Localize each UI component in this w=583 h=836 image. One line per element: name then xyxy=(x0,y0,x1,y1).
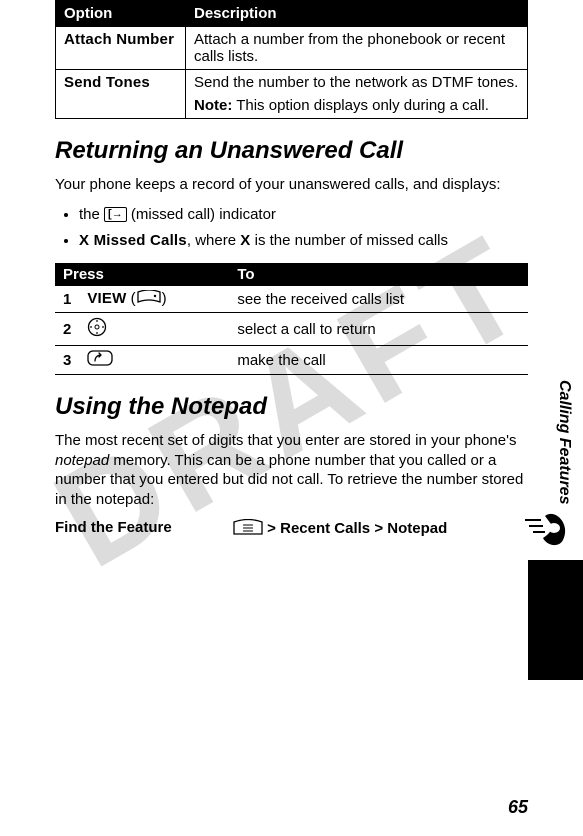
col-press: Press xyxy=(55,263,229,286)
find-feature-row: Find the Feature > Recent Calls > Notepa… xyxy=(55,519,528,539)
step-to: select a call to return xyxy=(229,313,528,346)
list-item: X Missed Calls, where X is the number of… xyxy=(79,231,528,251)
para-italic: notepad xyxy=(55,452,109,469)
step-num: 1 xyxy=(55,286,79,313)
step-press xyxy=(79,313,229,346)
path-sep: > xyxy=(263,520,280,537)
list-item: the [→ (missed call) indicator xyxy=(79,205,528,225)
section1-para: Your phone keeps a record of your unansw… xyxy=(55,175,528,195)
option-desc-text: Send the number to the network as DTMF t… xyxy=(194,74,518,91)
nav-key-icon xyxy=(87,317,107,341)
paren: ( xyxy=(126,290,135,307)
para-text: The most recent set of digits that you e… xyxy=(55,432,516,449)
table-row: Attach Number Attach a number from the p… xyxy=(56,27,528,70)
table-row: 2 select a call to return xyxy=(55,313,528,346)
section-heading-notepad: Using the Notepad xyxy=(55,393,528,421)
step-press: VIEW () xyxy=(79,286,229,313)
option-name: Send Tones xyxy=(56,70,186,119)
table-row: 3 make the call xyxy=(55,346,528,375)
path-item: Notepad xyxy=(387,520,447,537)
bullet-bold: X xyxy=(240,232,250,249)
find-feature-label: Find the Feature xyxy=(55,519,233,539)
note-label: Note: xyxy=(194,97,232,114)
steps-table: Press To 1 VIEW () see the received call… xyxy=(55,263,528,375)
table-header-row: Option Description xyxy=(56,1,528,27)
send-key-icon xyxy=(87,350,113,370)
step-num: 2 xyxy=(55,313,79,346)
page-number: 65 xyxy=(508,797,528,818)
path-sep: > xyxy=(370,520,387,537)
bullet-text: (missed call) indicator xyxy=(127,206,276,223)
bullet-text: is the number of missed calls xyxy=(250,232,448,249)
note-body: This option displays only during a call. xyxy=(232,97,489,114)
step-to: make the call xyxy=(229,346,528,375)
col-option: Option xyxy=(56,1,186,27)
step-to: see the received calls list xyxy=(229,286,528,313)
step-num: 3 xyxy=(55,346,79,375)
table-header-row: Press To xyxy=(55,263,528,286)
softkey-label: VIEW xyxy=(87,290,126,307)
col-to: To xyxy=(229,263,528,286)
right-softkey-icon xyxy=(136,290,162,308)
bullet-bold: X Missed Calls xyxy=(79,232,187,249)
section2-para: The most recent set of digits that you e… xyxy=(55,431,528,509)
col-description: Description xyxy=(186,1,528,27)
find-feature-path: > Recent Calls > Notepad xyxy=(233,519,447,539)
bullet-text: , where xyxy=(187,232,240,249)
bullet-list: the [→ (missed call) indicator X Missed … xyxy=(79,205,528,252)
phone-motion-icon xyxy=(523,500,577,559)
step-press xyxy=(79,346,229,375)
paren: ) xyxy=(162,290,167,307)
option-name: Attach Number xyxy=(56,27,186,70)
menu-key-icon xyxy=(233,519,263,539)
table-row: 1 VIEW () see the received calls list xyxy=(55,286,528,313)
option-desc: Attach a number from the phonebook or re… xyxy=(186,27,528,70)
option-table: Option Description Attach Number Attach … xyxy=(55,0,528,119)
section-heading-returning: Returning an Unanswered Call xyxy=(55,137,528,165)
table-row: Send Tones Send the number to the networ… xyxy=(56,70,528,119)
path-item: Recent Calls xyxy=(280,520,370,537)
para-text: memory. This can be a phone number that … xyxy=(55,452,523,508)
missed-call-icon: [→ xyxy=(104,207,127,222)
option-desc: Send the number to the network as DTMF t… xyxy=(186,70,528,119)
bullet-text: the xyxy=(79,206,104,223)
